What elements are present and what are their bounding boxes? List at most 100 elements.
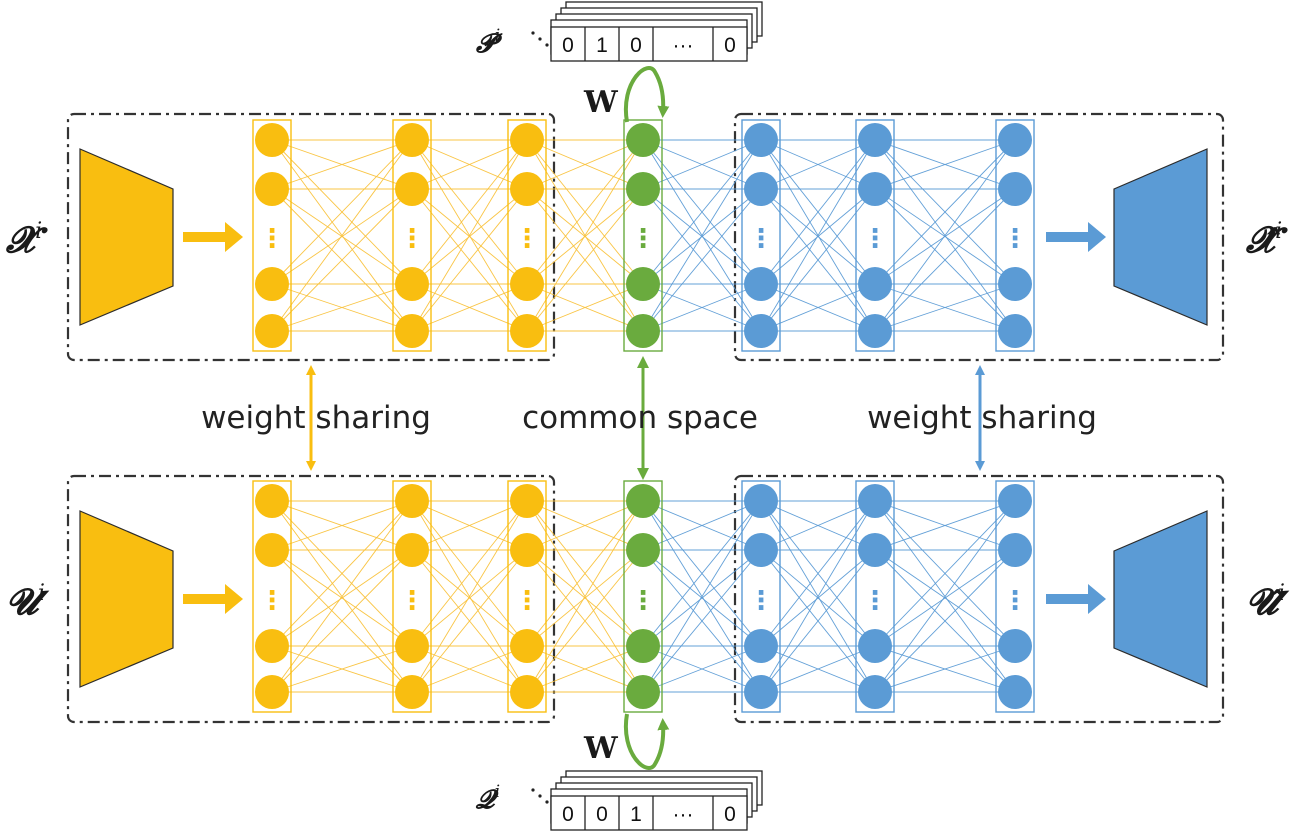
neuron-node xyxy=(626,267,660,301)
network-edge xyxy=(874,188,1016,285)
layer-ellipsis: ⋮ xyxy=(514,586,540,616)
neuron-node xyxy=(626,629,660,663)
layer-frame xyxy=(392,119,432,352)
network-edge xyxy=(271,500,413,551)
neuron-nodes: ⋮ ⋮ ⋮ ⋮ ⋮ ⋮ ⋮ ⋮ ⋮ ⋮ ⋮ ⋮ ⋮ ⋮ xyxy=(255,123,1032,709)
neuron-node xyxy=(510,675,544,709)
neuron-node xyxy=(858,267,892,301)
neuron-node xyxy=(626,123,660,157)
network-edge xyxy=(874,500,1016,551)
w-loop-arrow-top xyxy=(623,66,670,123)
layer-ellipsis: ⋮ xyxy=(399,586,425,616)
layer-frame xyxy=(392,480,432,713)
neuron-node xyxy=(510,314,544,348)
neuron-node xyxy=(510,533,544,567)
neuron-node xyxy=(510,172,544,206)
vector-cell: 1 xyxy=(630,803,642,826)
decoder-trapezoid-top xyxy=(1113,148,1208,326)
network-edge xyxy=(271,139,413,332)
neuron-node xyxy=(255,172,289,206)
neuron-node xyxy=(744,267,778,301)
neuron-node xyxy=(255,533,289,567)
vector-cell: ··· xyxy=(673,803,694,826)
layer-frame xyxy=(855,480,895,713)
neuron-node xyxy=(395,675,429,709)
neuron-node xyxy=(744,629,778,663)
neuron-node xyxy=(998,123,1032,157)
layer-frame xyxy=(507,480,547,713)
neuron-node xyxy=(395,629,429,663)
encoder-box-bottom xyxy=(66,474,556,724)
neuron-node xyxy=(395,123,429,157)
network-edge xyxy=(271,549,413,647)
network-edge xyxy=(874,500,1016,647)
layer-frame xyxy=(741,480,781,713)
layer-frame xyxy=(507,119,547,352)
network-edge xyxy=(874,188,1016,332)
layer-frame xyxy=(252,119,292,352)
neuron-node xyxy=(998,629,1032,663)
network-edge xyxy=(874,139,1016,285)
layer-frame xyxy=(995,119,1035,352)
neuron-node xyxy=(255,314,289,348)
network-edge xyxy=(874,139,1016,190)
q-vector: 0 0 1 ··· 0 xyxy=(550,795,748,831)
neuron-node xyxy=(998,314,1032,348)
network-edge xyxy=(874,549,1016,647)
layer-frames xyxy=(252,119,1035,713)
layer-ellipsis: ⋮ xyxy=(748,224,774,254)
weight-sharing-label-left: weight sharing xyxy=(201,400,431,436)
neuron-node xyxy=(858,314,892,348)
network-edge xyxy=(271,283,413,332)
network-edge xyxy=(874,283,1016,332)
layer-ellipsis: ⋮ xyxy=(1002,586,1028,616)
neuron-node xyxy=(255,484,289,518)
output-label-top: 𝓧̂i xyxy=(1245,219,1288,261)
layer-ellipsis: ⋮ xyxy=(630,224,656,254)
network-edge xyxy=(271,500,413,647)
network-edge xyxy=(271,645,413,693)
network-edge xyxy=(271,500,413,693)
layer-ellipsis: ⋮ xyxy=(259,586,285,616)
neuron-node xyxy=(626,484,660,518)
neuron-node xyxy=(255,123,289,157)
layer-frame xyxy=(623,119,663,352)
neuron-node xyxy=(858,675,892,709)
neuron-node xyxy=(255,267,289,301)
neuron-node xyxy=(395,172,429,206)
neuron-node xyxy=(395,267,429,301)
network-edge xyxy=(271,188,413,285)
input-arrow-top xyxy=(183,222,243,252)
layer-frame xyxy=(623,480,663,713)
neuron-node xyxy=(998,172,1032,206)
neuron-node xyxy=(998,675,1032,709)
neuron-node xyxy=(395,484,429,518)
vector-cell: ··· xyxy=(673,34,694,57)
neuron-node xyxy=(744,123,778,157)
neuron-node xyxy=(744,484,778,518)
neuron-node xyxy=(998,267,1032,301)
network-edge xyxy=(874,139,1016,332)
neuron-node xyxy=(626,675,660,709)
layer-ellipsis: ⋮ xyxy=(1002,224,1028,254)
p-vector: 0 1 0 ··· 0 xyxy=(550,26,748,62)
q-symbol-label: 𝓠i xyxy=(475,782,500,815)
layer-frame xyxy=(855,119,895,352)
neuron-node xyxy=(998,484,1032,518)
network-edge xyxy=(271,139,413,285)
neuron-node xyxy=(858,172,892,206)
vector-cell: 0 xyxy=(724,34,736,57)
vector-cell: 0 xyxy=(596,803,608,826)
neuron-node xyxy=(744,172,778,206)
input-label-top: 𝓧i xyxy=(5,219,48,261)
neuron-node xyxy=(744,675,778,709)
neuron-node xyxy=(998,533,1032,567)
vector-cell: 0 xyxy=(724,803,736,826)
neuron-node xyxy=(626,314,660,348)
w-label-bottom: W xyxy=(583,731,619,766)
input-label-bottom: 𝓤i xyxy=(6,581,50,623)
output-arrow-bottom xyxy=(1046,584,1106,614)
neuron-node xyxy=(510,484,544,518)
neuron-node xyxy=(858,533,892,567)
